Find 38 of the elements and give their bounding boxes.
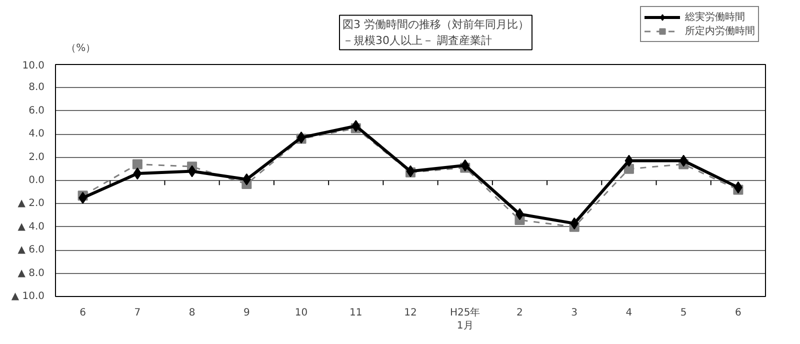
y-tick-label: 8.0 [28,82,45,94]
y-tick-label: ▲ 4.0 [18,221,45,232]
y-tick-label: ▲ 10.0 [11,291,45,302]
x-tick-label: 6 [735,308,742,318]
x-tick-label: 12 [404,308,417,318]
point [679,154,688,167]
x-tick-label: 3 [571,308,578,318]
y-axis-title: （%） [66,43,96,54]
y-tick-label: 6.0 [28,105,45,116]
y-tick-label: 0.0 [28,175,45,186]
x-tick-label: 5 [680,308,687,318]
chart-subtitle: －規模30人以上－ 調査産業計 [342,34,492,47]
legend-label: 総実労働時間 [685,10,745,24]
x-tick-label: 11 [350,308,362,318]
y-tick-label: ▲ 2.0 [18,198,45,210]
x-tick-label: 2 [516,308,523,318]
point [132,159,142,170]
x-tick-label: 6 [80,308,86,318]
point [352,120,360,132]
x-tick-label: 9 [243,308,250,318]
y-tick-label: 10.0 [22,60,44,72]
chart-title: 図3 労働時間の推移（対前年同月比） [342,18,529,32]
point [570,217,579,230]
y-tick-label: 4.0 [28,128,45,140]
x-tick-label: 7 [134,308,141,318]
point [460,159,470,172]
y-tick-label: ▲ 8.0 [18,268,45,279]
point [188,165,196,178]
x-tick-label: 4 [626,308,632,318]
point [624,154,634,167]
y-tick-label: ▲ 6.0 [18,244,45,256]
point [242,173,251,186]
legend-label: 所定内労働時間 [685,24,755,38]
x-tick-label: 8 [188,308,196,318]
x-tick-label: 10 [294,308,308,318]
point [133,168,142,180]
x-tick-label: H25年 1月 [450,306,480,332]
y-tick-label: 2.0 [28,152,45,163]
